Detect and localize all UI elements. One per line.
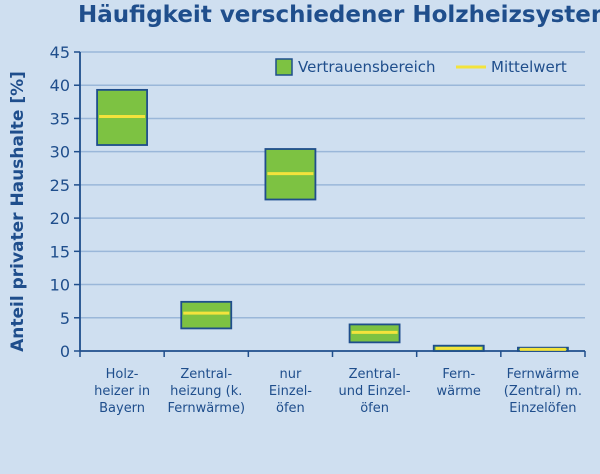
x-category-label: nur: [280, 367, 302, 382]
box-layer: [96, 88, 569, 352]
x-category-label: Bayern: [99, 401, 145, 416]
legend-range-swatch: [275, 58, 293, 76]
y-axis-label: Anteil privater Haushalte [%]: [8, 71, 28, 352]
y-tick-label: 40: [50, 76, 70, 95]
y-tick-label: 0: [60, 342, 70, 361]
y-tick-label: 25: [50, 176, 70, 195]
y-tick-label: 5: [60, 309, 70, 328]
x-category-label: Einzel-: [269, 384, 312, 399]
x-category-label: und Einzel-: [339, 384, 411, 399]
legend-mean-label: Mittelwert: [491, 58, 567, 76]
y-tick-label: 15: [50, 242, 70, 261]
x-category-label: wärme: [437, 384, 481, 399]
x-category-label: öfen: [360, 401, 389, 416]
y-tick-label: 35: [50, 109, 70, 128]
x-category-label: heizung (k.: [170, 384, 242, 399]
x-category-label: Einzelöfen: [509, 401, 576, 416]
axis-layer: 0 5 10 15 20 25 30 35 40 45 Anteil privater Hausha…: [8, 43, 586, 361]
chart-title: Häufigkeit verschiedener Holzheizsysteme: [78, 2, 600, 28]
y-tick-label: 45: [50, 43, 70, 62]
x-category-label: Fernwärme): [167, 401, 245, 416]
y-tick-label: 20: [50, 209, 70, 228]
x-category-label: Holz-: [106, 367, 139, 382]
x-category-label: (Zentral) m.: [504, 384, 582, 399]
x-category-label: öfen: [276, 401, 305, 416]
confidence-box: [180, 300, 233, 330]
x-category-label: Zentral-: [349, 367, 401, 382]
legend-range-label: Vertrauensbereich: [298, 58, 436, 76]
y-tick-label: 10: [50, 276, 70, 295]
x-category-label: Zentral-: [180, 367, 232, 382]
x-category-label: Fern-: [442, 367, 475, 382]
label-layer: Holz-heizer in Bayern Zentral-heizung (k. F…: [94, 367, 582, 416]
y-tick-label: 30: [50, 143, 70, 162]
grid-layer: [80, 51, 585, 319]
legend-layer: Vertrauensbereich Mittelwert: [275, 58, 567, 76]
x-category-label: heizer in: [94, 384, 150, 399]
x-category-label: Fernwärme: [507, 367, 580, 382]
